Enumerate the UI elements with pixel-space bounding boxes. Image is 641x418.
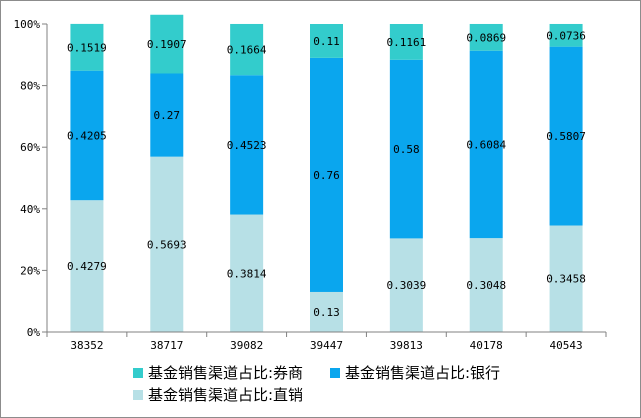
bar-segment xyxy=(230,23,264,76)
x-tick-label: 40543 xyxy=(550,339,583,352)
bar-segment xyxy=(389,238,423,332)
data-label: 0.76 xyxy=(313,169,340,182)
bar-segment xyxy=(389,59,423,239)
legend-label-bank: 基金销售渠道占比:银行 xyxy=(345,364,501,382)
data-label: 0.11 xyxy=(313,35,340,48)
bar-segment xyxy=(230,214,264,332)
bar-segment xyxy=(469,238,503,332)
y-tick-label: 100% xyxy=(14,18,41,31)
bar-segment xyxy=(469,23,503,51)
bar-segment xyxy=(230,75,264,215)
data-label: 0.5693 xyxy=(147,238,187,251)
data-label: 0.4205 xyxy=(67,129,107,142)
bar-segment xyxy=(469,50,503,239)
data-label: 0.27 xyxy=(154,109,181,122)
data-label: 0.3039 xyxy=(386,279,426,292)
data-label: 0.1519 xyxy=(67,41,107,54)
bar-segment xyxy=(70,200,104,332)
bar-segment xyxy=(310,291,343,332)
data-label: 0.3048 xyxy=(466,279,506,292)
bar-segment xyxy=(150,14,184,74)
legend-item-bank: 基金销售渠道占比:银行 xyxy=(330,362,500,383)
bar-segment xyxy=(310,24,343,58)
bar-segment xyxy=(150,156,184,332)
bar-segment xyxy=(549,23,583,47)
x-tick-label: 39813 xyxy=(390,339,423,352)
x-tick-label: 39447 xyxy=(310,339,343,352)
data-label: 0.13 xyxy=(313,306,340,319)
data-label: 0.3458 xyxy=(546,273,586,286)
bar-segment xyxy=(549,225,583,332)
data-label: 0.1161 xyxy=(386,36,426,49)
data-label: 0.4523 xyxy=(227,139,267,152)
legend-swatch-bank xyxy=(330,367,340,378)
y-tick-label: 60% xyxy=(20,141,40,154)
data-label: 0.1907 xyxy=(147,38,187,51)
bar-segment xyxy=(549,46,583,226)
bar-segment xyxy=(389,24,423,60)
legend-label-direct: 基金销售渠道占比:直销 xyxy=(148,386,304,404)
data-label: 0.0736 xyxy=(546,29,586,42)
x-tick-label: 38717 xyxy=(150,339,183,352)
legend-label-broker: 基金销售渠道占比:券商 xyxy=(148,364,304,382)
legend-swatch-broker xyxy=(133,367,143,378)
x-tick-label: 39082 xyxy=(230,339,263,352)
data-label: 0.3814 xyxy=(227,267,267,280)
x-tick-label: 38352 xyxy=(70,339,103,352)
x-tick-label: 40178 xyxy=(470,339,503,352)
y-tick-label: 0% xyxy=(27,326,41,339)
bar-segment xyxy=(150,73,184,157)
y-tick-label: 20% xyxy=(20,264,40,277)
legend-item-direct: 基金销售渠道占比:直销 xyxy=(133,384,303,405)
bar-segment xyxy=(310,57,343,292)
data-label: 0.0869 xyxy=(466,31,506,44)
bar-segment xyxy=(70,70,104,201)
legend-item-broker: 基金销售渠道占比:券商 xyxy=(133,362,303,383)
data-label: 0.58 xyxy=(393,143,420,156)
legend-swatch-direct xyxy=(133,389,143,400)
y-tick-label: 80% xyxy=(20,80,40,93)
y-tick-label: 40% xyxy=(20,203,40,216)
data-label: 0.1664 xyxy=(227,44,267,57)
bar-segment xyxy=(70,23,104,71)
data-label: 0.6084 xyxy=(466,138,506,151)
data-label: 0.5807 xyxy=(546,130,586,143)
data-label: 0.4279 xyxy=(67,260,107,273)
